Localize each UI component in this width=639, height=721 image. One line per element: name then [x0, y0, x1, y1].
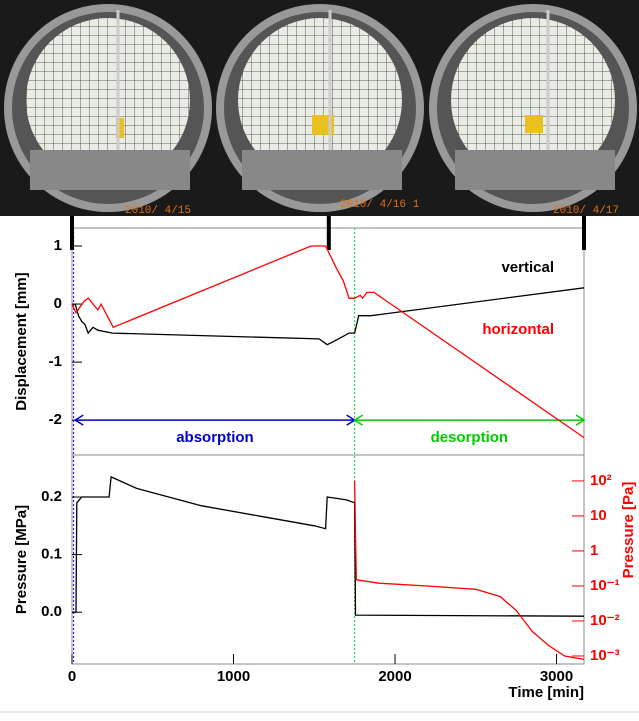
y2-tick-label: 10⁻¹: [590, 577, 620, 594]
x-tick-label: 2000: [378, 668, 411, 685]
y-tick-label: 0.1: [41, 546, 62, 563]
plot-frame: [71, 454, 585, 665]
y2-tick-label: 1: [590, 542, 598, 559]
photo: [429, 4, 637, 212]
x-tick-label: 3000: [540, 668, 573, 685]
y-tick-label: -2: [49, 411, 62, 428]
arrow-head: [353, 414, 586, 426]
y2-tick-label: 10⁻³: [590, 647, 620, 664]
x-axis-label: Time [min]: [508, 684, 584, 701]
y-tick-label: 1: [54, 237, 62, 254]
series-label: horizontal: [482, 321, 554, 338]
x-tick-label: 0: [68, 668, 76, 685]
series-line: [71, 245, 585, 439]
photo: [4, 4, 212, 212]
y-axis-label: Pressure [MPa]: [13, 505, 30, 614]
series-line: [72, 287, 585, 346]
series-line: [72, 475, 585, 617]
annotation: desorption: [431, 429, 509, 446]
y2-tick-label: 10²: [590, 472, 612, 489]
photo-stamp: 2010/ 4/16 1: [340, 199, 420, 211]
series-label: vertical: [501, 259, 554, 276]
y-tick-label: 0.2: [41, 488, 62, 505]
y-tick-label: -1: [49, 353, 62, 370]
x-tick-label: 1000: [217, 668, 250, 685]
y2-tick-label: 10⁻²: [590, 612, 620, 629]
y-tick-label: 0: [54, 295, 62, 312]
photo: [216, 4, 424, 212]
photo-stamp: 2010/ 4/15: [125, 205, 191, 217]
annotation: absorption: [176, 429, 254, 446]
y2-axis-label: Pressure [Pa]: [620, 482, 637, 579]
photo-stamp: 2010/ 4/17: [553, 205, 619, 217]
y2-tick-label: 10: [590, 507, 607, 524]
y-tick-label: 0.0: [41, 603, 62, 620]
series-line: [353, 480, 585, 661]
y-axis-label: Displacement [mm]: [13, 272, 30, 410]
